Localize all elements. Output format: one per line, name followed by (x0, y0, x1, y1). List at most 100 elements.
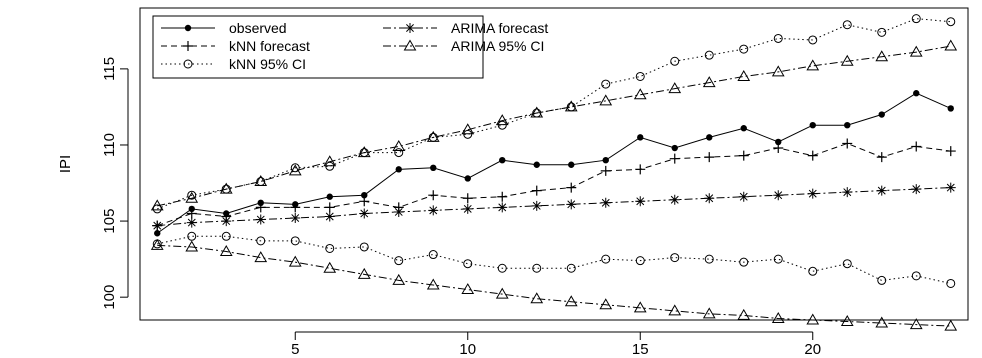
series-observed-point (947, 105, 954, 112)
point-shape (183, 41, 193, 51)
point-shape (840, 315, 854, 327)
point-shape (326, 193, 333, 200)
point-shape (357, 146, 371, 158)
point-shape (877, 27, 887, 37)
point-shape (668, 82, 682, 94)
legend-marker (403, 39, 417, 51)
point-shape (426, 278, 440, 290)
series-arima-95-ci-lower-point (702, 307, 716, 319)
point-shape (909, 318, 923, 330)
series-arima-forecast-point (462, 203, 473, 214)
series-arima-95-ci-lower-point (806, 313, 820, 325)
series-arima-95-ci-lower-point (875, 316, 889, 328)
point-shape (403, 39, 417, 51)
series-knn-95-ci-upper-point (773, 33, 783, 43)
series-arima-forecast-point (773, 190, 784, 201)
point-shape (219, 245, 233, 257)
point-shape (462, 193, 473, 204)
point-shape (150, 238, 164, 250)
series-arima-95-ci-upper-point (426, 130, 440, 142)
series-knn-95-ci-lower-point (532, 263, 542, 273)
point-shape (913, 90, 920, 97)
series-knn-95-ci-lower-point (601, 254, 611, 264)
point-shape (806, 313, 820, 325)
point-shape (599, 94, 613, 106)
point-shape (495, 114, 509, 126)
series-arima-forecast-point (531, 200, 542, 211)
point-shape (945, 146, 956, 157)
point-shape (185, 240, 199, 252)
series-arima-95-ci-lower-point (288, 255, 302, 267)
point-shape (635, 256, 645, 266)
series-knn-95-ci-lower-point (911, 271, 921, 281)
series-observed-point (602, 156, 609, 164)
series-knn-95-ci-lower-point (739, 257, 749, 267)
point-shape (461, 283, 475, 295)
point-shape (531, 200, 542, 211)
series-arima-95-ci-upper-line (157, 45, 951, 207)
series-knn-forecast-point (945, 146, 956, 157)
series-knn-95-ci-lower-point (704, 254, 714, 264)
series-arima-95-ci-upper-point (599, 94, 613, 106)
legend-entry: kNN 95% CI (161, 56, 306, 72)
series-knn-forecast-point (324, 202, 335, 213)
point-shape (809, 121, 816, 129)
series-arima-95-ci-lower-point (633, 301, 647, 313)
series-knn-forecast-point (566, 182, 577, 193)
series-arima-forecast-line (157, 187, 951, 227)
series-arima-95-ci-lower-point (461, 283, 475, 295)
series-observed-point (533, 161, 540, 168)
point-shape (702, 76, 716, 88)
point-shape (601, 79, 611, 89)
series-knn-95-ci-lower-point (497, 263, 507, 273)
series-knn-forecast-point (531, 185, 542, 196)
legend-label: ARIMA 95% CI (451, 38, 544, 54)
series-arima-forecast-point (255, 214, 266, 225)
point-shape (909, 45, 923, 57)
series-arima-forecast-point (324, 211, 335, 222)
plot-frame (139, 7, 969, 321)
series-arima-95-ci-upper-point (254, 175, 268, 187)
series-arima-95-ci-lower-point (564, 295, 578, 307)
y-axis-label: IPI (57, 155, 74, 173)
point-shape (564, 295, 578, 307)
series-knn-forecast-point (497, 191, 508, 202)
series-arima-forecast-point (600, 197, 611, 208)
point-shape (704, 254, 714, 264)
point-shape (875, 316, 889, 328)
point-shape (290, 213, 301, 224)
series-knn-95-ci-lower-point (394, 256, 404, 266)
series-observed-point (706, 134, 713, 141)
point-shape (944, 39, 958, 51)
series-knn-95-ci-upper-point (290, 163, 300, 173)
series-arima-95-ci-upper-point (702, 76, 716, 88)
series-knn-95-ci-lower-point (842, 259, 852, 269)
point-shape (187, 190, 197, 200)
series-knn-95-ci-lower-point (187, 231, 197, 241)
point-shape (187, 231, 197, 241)
series-arima-95-ci-lower-point (219, 245, 233, 257)
point-shape (254, 251, 268, 263)
point-shape (840, 54, 854, 66)
point-shape (254, 175, 268, 187)
point-shape (290, 202, 301, 213)
point-shape (395, 166, 402, 173)
series-arima-95-ci-lower-point (599, 298, 613, 310)
series-arima-95-ci-lower-line (157, 244, 951, 327)
series-observed-point (154, 230, 161, 237)
legend-entry: observed (161, 20, 287, 36)
legend-entry: kNN forecast (161, 38, 310, 54)
point-shape (806, 59, 820, 71)
series-knn-forecast (152, 138, 956, 231)
point-shape (393, 206, 404, 217)
point-shape (566, 263, 576, 273)
series-knn-95-ci-upper-point (394, 148, 404, 158)
series-arima-95-ci-lower-point (426, 278, 440, 290)
point-shape (773, 190, 784, 201)
series-observed-point (740, 125, 747, 132)
point-shape (186, 217, 197, 228)
series-arima-forecast-point (842, 187, 853, 198)
point-shape (499, 156, 506, 164)
series-observed (154, 90, 954, 237)
